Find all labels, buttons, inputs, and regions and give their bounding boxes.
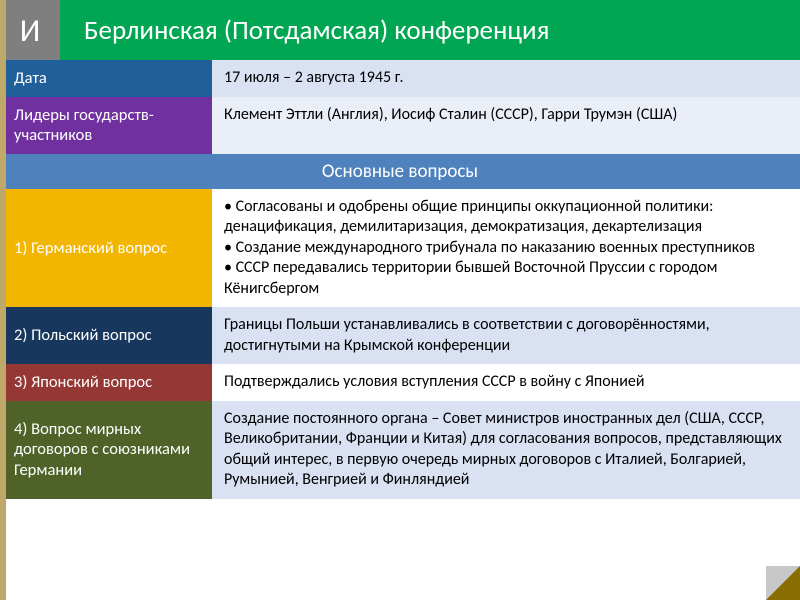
section-header: Основные вопросы bbox=[0, 154, 800, 189]
row-leaders: Лидеры государств-участников Клемент Этт… bbox=[0, 97, 800, 154]
page-title: Берлинская (Потсдамская) конференция bbox=[60, 0, 800, 60]
row-date: Дата 17 июля – 2 августа 1945 г. bbox=[0, 60, 800, 97]
page-curl-icon bbox=[766, 566, 800, 600]
row-q1: 1) Германский вопрос Согласованы и одобр… bbox=[0, 189, 800, 307]
title-row: И Берлинская (Потсдамская) конференция bbox=[0, 0, 800, 60]
label-leaders: Лидеры государств-участников bbox=[0, 97, 212, 154]
row-q3: 3) Японский вопрос Подтверждались услови… bbox=[0, 364, 800, 401]
row-q2: 2) Польский вопрос Границы Польши устана… bbox=[0, 307, 800, 364]
slide: И Берлинская (Потсдамская) конференция Д… bbox=[0, 0, 800, 600]
list-item: Согласованы и одобрены общие принципы ок… bbox=[224, 197, 788, 238]
value-date: 17 июля – 2 августа 1945 г. bbox=[212, 60, 800, 97]
list-item: Создание международного трибунала по нак… bbox=[224, 238, 788, 258]
value-q2: Границы Польши устанавливались в соответ… bbox=[212, 307, 800, 364]
label-q2: 2) Польский вопрос bbox=[0, 307, 212, 364]
value-q1: Согласованы и одобрены общие принципы ок… bbox=[212, 189, 800, 307]
value-leaders: Клемент Эттли (Англия), Иосиф Сталин (СС… bbox=[212, 97, 800, 154]
label-date: Дата bbox=[0, 60, 212, 97]
info-table: Дата 17 июля – 2 августа 1945 г. Лидеры … bbox=[0, 60, 800, 499]
value-q3: Подтверждались условия вступления СССР в… bbox=[212, 364, 800, 401]
list-item: СССР передавались территории бывшей Вост… bbox=[224, 258, 788, 299]
label-q3: 3) Японский вопрос bbox=[0, 364, 212, 401]
row-q4: 4) Вопрос мирных договоров с союзниками … bbox=[0, 401, 800, 499]
value-q4: Создание постоянного органа – Совет мини… bbox=[212, 401, 800, 499]
q1-bullets: Согласованы и одобрены общие принципы ок… bbox=[224, 197, 788, 299]
label-q1: 1) Германский вопрос bbox=[0, 189, 212, 307]
title-badge: И bbox=[0, 0, 60, 60]
label-q4: 4) Вопрос мирных договоров с союзниками … bbox=[0, 401, 212, 499]
left-accent-bar bbox=[0, 0, 6, 600]
